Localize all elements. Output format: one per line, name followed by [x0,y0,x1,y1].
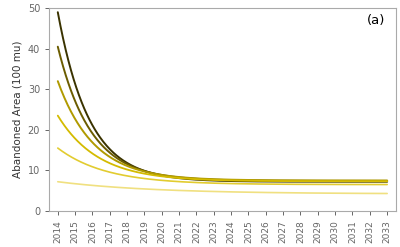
Y-axis label: Abandoned Area (100 mu): Abandoned Area (100 mu) [12,41,22,178]
Text: (a): (a) [367,14,386,27]
